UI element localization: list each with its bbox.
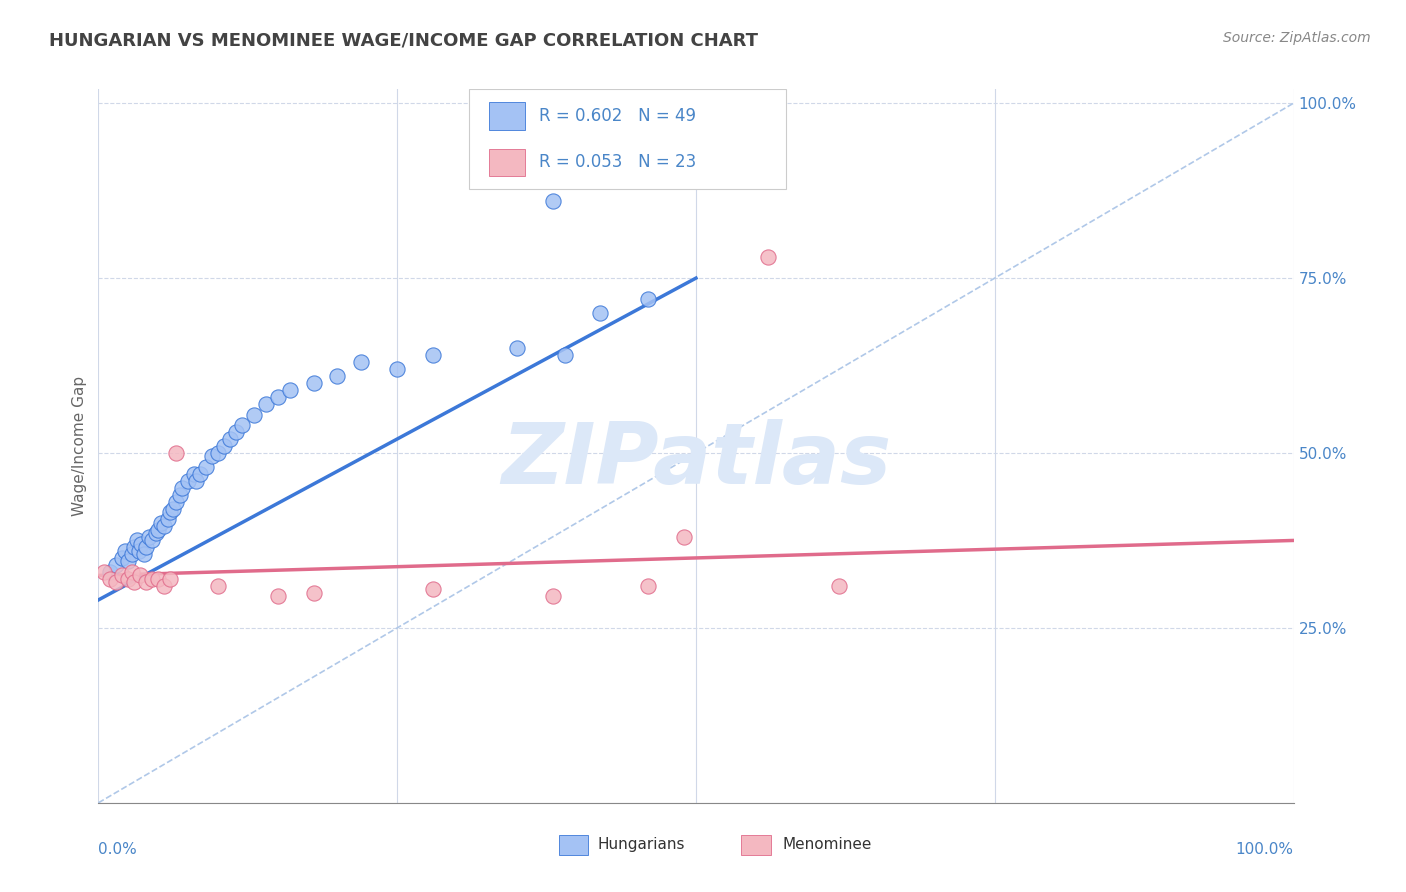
Point (225, 425, 247, 439)
Point (165, 495, 187, 509)
Point (254, 397, 277, 411)
Y-axis label: Wage/Income Gap: Wage/Income Gap (72, 376, 87, 516)
Point (302, 376, 325, 390)
Point (243, 408, 266, 422)
Bar (489, 149, 524, 176)
Bar (558, 835, 589, 855)
Text: 0.0%: 0.0% (98, 842, 138, 857)
Point (125, 533, 148, 548)
Point (153, 519, 176, 533)
Point (111, 550, 134, 565)
Text: 100.0%: 100.0% (1236, 842, 1294, 857)
Point (135, 575, 157, 590)
Text: Menominee: Menominee (782, 838, 872, 853)
Point (98, 565, 122, 579)
FancyBboxPatch shape (470, 89, 786, 189)
Point (637, 579, 659, 593)
Point (267, 390, 290, 404)
Point (131, 537, 153, 551)
Point (212, 439, 235, 453)
Point (114, 544, 136, 558)
Point (121, 565, 143, 579)
Point (554, 348, 576, 362)
Point (756, 250, 779, 264)
Point (186, 474, 208, 488)
Point (124, 541, 146, 555)
Point (129, 568, 152, 582)
Point (93, 565, 115, 579)
Point (506, 341, 529, 355)
Point (148, 572, 170, 586)
Point (326, 369, 349, 384)
Point (145, 526, 167, 541)
Point (159, 506, 181, 520)
Bar (741, 835, 772, 855)
Point (149, 516, 172, 530)
Point (673, 530, 696, 544)
Point (159, 572, 181, 586)
Point (350, 355, 373, 369)
Point (111, 568, 134, 582)
Point (138, 530, 160, 544)
Point (231, 417, 253, 432)
Point (141, 533, 163, 548)
Point (141, 572, 163, 586)
Point (121, 548, 143, 562)
Point (828, 579, 851, 593)
Point (162, 502, 184, 516)
Point (183, 467, 205, 481)
Point (128, 544, 150, 558)
Text: ZIPatlas: ZIPatlas (501, 418, 891, 502)
Point (105, 558, 128, 572)
Point (195, 460, 218, 475)
Point (169, 488, 191, 502)
Point (188, 467, 211, 481)
Point (207, 446, 229, 460)
Point (117, 554, 139, 568)
Point (135, 541, 157, 555)
Point (201, 450, 224, 464)
Point (156, 512, 179, 526)
Point (98, 572, 122, 586)
Point (165, 446, 187, 460)
Point (177, 474, 200, 488)
Point (541, 194, 564, 208)
Point (589, 306, 612, 320)
Text: Source: ZipAtlas.com: Source: ZipAtlas.com (1223, 31, 1371, 45)
Text: HUNGARIAN VS MENOMINEE WAGE/INCOME GAP CORRELATION CHART: HUNGARIAN VS MENOMINEE WAGE/INCOME GAP C… (49, 31, 758, 49)
Point (278, 383, 301, 397)
Point (422, 348, 444, 362)
Point (172, 481, 194, 495)
Text: Hungarians: Hungarians (598, 838, 686, 853)
Point (267, 590, 290, 604)
Point (207, 579, 229, 593)
Point (132, 548, 155, 562)
Point (422, 582, 444, 597)
Point (117, 572, 139, 586)
Text: R = 0.602   N = 49: R = 0.602 N = 49 (540, 107, 696, 125)
Text: R = 0.053   N = 23: R = 0.053 N = 23 (540, 153, 696, 171)
Point (105, 575, 128, 590)
Point (148, 523, 170, 537)
Point (124, 575, 146, 590)
Point (219, 432, 242, 446)
Point (541, 590, 564, 604)
Point (637, 292, 659, 306)
Bar (489, 103, 524, 129)
Point (153, 579, 176, 593)
Point (385, 362, 409, 376)
Point (302, 586, 325, 600)
